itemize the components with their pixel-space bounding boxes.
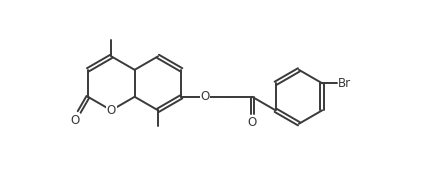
Text: O: O bbox=[200, 90, 209, 103]
Text: O: O bbox=[106, 104, 115, 117]
Text: O: O bbox=[247, 116, 256, 129]
Text: O: O bbox=[70, 114, 79, 127]
Text: Br: Br bbox=[337, 77, 350, 90]
